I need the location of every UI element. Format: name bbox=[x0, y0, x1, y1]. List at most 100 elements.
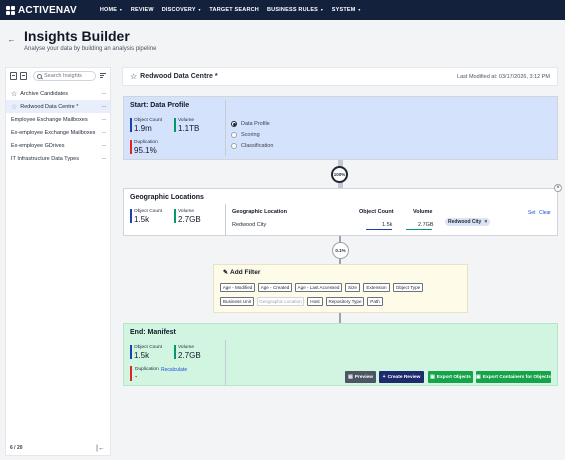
more-options-icon[interactable]: ··· bbox=[101, 129, 107, 136]
more-options-icon[interactable]: ··· bbox=[101, 142, 107, 149]
export-icon: ▣ bbox=[476, 374, 481, 380]
sort-icon[interactable] bbox=[100, 73, 106, 79]
back-arrow-icon[interactable]: ← bbox=[7, 35, 16, 44]
clear-link[interactable]: Clear bbox=[539, 210, 551, 216]
insights-list: ☆ Archive Candidates ··· ☆ Redwood Data … bbox=[6, 87, 110, 165]
duplication-value: - bbox=[135, 374, 138, 381]
star-icon[interactable]: ☆ bbox=[11, 90, 18, 98]
export-objects-button[interactable]: ▣ Export Objects bbox=[428, 371, 473, 383]
activenav-logo[interactable]: ACTIVENAV bbox=[6, 5, 77, 16]
recalculate-link[interactable]: Recalculate bbox=[161, 367, 188, 373]
nav-system[interactable]: SYSTEM ▼ bbox=[331, 7, 362, 13]
sidebar-item-archive-candidates[interactable]: ☆ Archive Candidates ··· bbox=[6, 87, 110, 100]
last-modified: Last Modified at: 03/17/2026, 3:12 PM bbox=[457, 73, 550, 80]
star-icon[interactable]: ☆ bbox=[130, 72, 138, 81]
more-options-icon[interactable]: ··· bbox=[101, 116, 107, 123]
filter-geographic-location-button: Geographic Location bbox=[257, 297, 304, 306]
plus-icon: + bbox=[382, 374, 386, 380]
remove-chip-icon[interactable]: × bbox=[484, 219, 488, 225]
stage-title: Start: Data Profile bbox=[130, 102, 190, 109]
filter-host-button[interactable]: Host bbox=[307, 297, 323, 306]
new-insight-icon[interactable] bbox=[10, 72, 17, 80]
star-icon[interactable]: ☆ bbox=[11, 103, 18, 111]
caret-down-icon: ▼ bbox=[119, 8, 123, 12]
filter-path-button[interactable]: Path bbox=[367, 297, 383, 306]
import-insight-icon[interactable] bbox=[20, 72, 27, 80]
sidebar-item-ex-employee-gdrives[interactable]: Ex-employee GDrives ··· bbox=[6, 139, 110, 152]
logo-text: ACTIVENAV bbox=[18, 4, 77, 16]
flow-percentage-badge: 0.1% bbox=[332, 242, 349, 259]
divider bbox=[225, 204, 226, 236]
duplication-bar bbox=[130, 366, 132, 381]
option-classification[interactable]: Classification bbox=[231, 143, 273, 149]
table-header: Volume bbox=[413, 209, 433, 215]
sidebar-item-label: Redwood Data Centre * bbox=[20, 103, 79, 110]
radio-selected-icon[interactable] bbox=[231, 121, 237, 127]
close-icon[interactable]: × bbox=[554, 184, 562, 192]
nav-review[interactable]: REVIEW bbox=[130, 7, 154, 13]
geographic-locations-card[interactable]: Geographic Locations bbox=[123, 188, 558, 236]
flow-percentage-badge: 100% bbox=[331, 166, 348, 183]
more-options-icon[interactable]: ··· bbox=[101, 103, 107, 110]
sidebar-item-label: IT Infrastructure Data Types bbox=[11, 155, 79, 162]
add-filter-title: Add Filter bbox=[230, 269, 261, 276]
filter-age-last-accessed-button[interactable]: Age - Last Accessed bbox=[295, 283, 342, 292]
filter-repository-type-button[interactable]: Repository Type bbox=[326, 297, 364, 306]
preview-button[interactable]: ▤ Preview bbox=[345, 371, 376, 383]
sidebar-item-label: Ex-employee GDrives bbox=[11, 142, 65, 149]
duplication-label: Duplication bbox=[135, 367, 159, 372]
filter-age-modified-button[interactable]: Age - Modified bbox=[220, 283, 255, 292]
sidebar-pager: 6 / 20 bbox=[10, 445, 23, 451]
option-scoring[interactable]: Scoring bbox=[231, 132, 260, 138]
nav-home[interactable]: HOME ▼ bbox=[99, 7, 123, 13]
caret-down-icon: ▼ bbox=[197, 8, 202, 12]
pipeline-connector bbox=[339, 313, 341, 323]
nav-target-search[interactable]: TARGET SEARCH bbox=[209, 7, 259, 13]
table-cell-volume: 2.7GB bbox=[418, 222, 434, 228]
sidebar-item-label: Employee Exchange Mailboxes bbox=[11, 116, 88, 123]
start-data-profile-card[interactable]: Start: Data Profile bbox=[123, 96, 558, 160]
filter-size-button[interactable]: Size bbox=[345, 283, 360, 292]
set-link[interactable]: Set bbox=[528, 210, 536, 216]
radio-icon[interactable] bbox=[231, 143, 237, 149]
filter-icon: ✎ bbox=[223, 270, 229, 276]
table-cell-location[interactable]: Redwood City bbox=[232, 222, 267, 228]
table-header: Geographic Location bbox=[232, 209, 288, 215]
selected-filter-chip[interactable]: Redwood City × bbox=[445, 218, 491, 226]
insight-title: Redwood Data Centre * bbox=[140, 73, 218, 80]
table-cell-count: 1.5k bbox=[382, 222, 393, 228]
sidebar-item-ex-employee-exchange-mailboxes[interactable]: Ex-employee Exchange Mailboxes ··· bbox=[6, 126, 110, 139]
more-options-icon[interactable]: ··· bbox=[101, 155, 107, 162]
filter-object-type-button[interactable]: Object Type bbox=[393, 283, 423, 292]
sidebar-item-it-infrastructure-data-types[interactable]: IT Infrastructure Data Types ··· bbox=[6, 152, 110, 165]
volume-bar bbox=[406, 229, 432, 230]
caret-down-icon: ▼ bbox=[357, 8, 362, 12]
nav-business-rules[interactable]: BUSINESS RULES ▼ bbox=[266, 7, 324, 13]
more-options-icon[interactable]: ··· bbox=[101, 90, 107, 97]
preview-icon: ▤ bbox=[348, 374, 353, 380]
search-insights-box[interactable] bbox=[33, 71, 96, 81]
export-icon: ▣ bbox=[430, 374, 435, 380]
radio-icon[interactable] bbox=[231, 132, 237, 138]
option-data-profile[interactable]: Data Profile bbox=[231, 121, 270, 127]
search-icon bbox=[37, 73, 42, 79]
divider bbox=[225, 100, 226, 156]
sidebar-item-employee-exchange-mailboxes[interactable]: Employee Exchange Mailboxes ··· bbox=[6, 113, 110, 126]
stage-title: End: Manifest bbox=[130, 329, 176, 336]
page-title: Insights Builder bbox=[24, 28, 130, 44]
create-review-button[interactable]: + Create Review bbox=[379, 371, 424, 383]
count-bar bbox=[366, 229, 392, 230]
sidebar-item-label: Archive Candidates bbox=[20, 90, 68, 97]
export-containers-button[interactable]: ▣ Export Containers for Objects bbox=[476, 371, 551, 383]
collapse-sidebar-icon[interactable]: |← bbox=[96, 445, 105, 452]
filter-business-unit-button[interactable]: Business Unit bbox=[220, 297, 254, 306]
filter-age-created-button[interactable]: Age - Created bbox=[258, 283, 292, 292]
insights-sidebar: ☆ Archive Candidates ··· ☆ Redwood Data … bbox=[5, 67, 111, 456]
divider bbox=[225, 340, 226, 386]
nav-discovery[interactable]: DISCOVERY ▼ bbox=[161, 7, 202, 13]
filter-extension-button[interactable]: Extension bbox=[363, 283, 390, 292]
table-header: Object Count bbox=[359, 209, 394, 215]
sidebar-item-redwood-data-centre[interactable]: ☆ Redwood Data Centre * ··· bbox=[6, 100, 110, 113]
search-insights-input[interactable] bbox=[44, 73, 92, 79]
insight-header: ☆ Redwood Data Centre * Last Modified at… bbox=[122, 67, 558, 86]
